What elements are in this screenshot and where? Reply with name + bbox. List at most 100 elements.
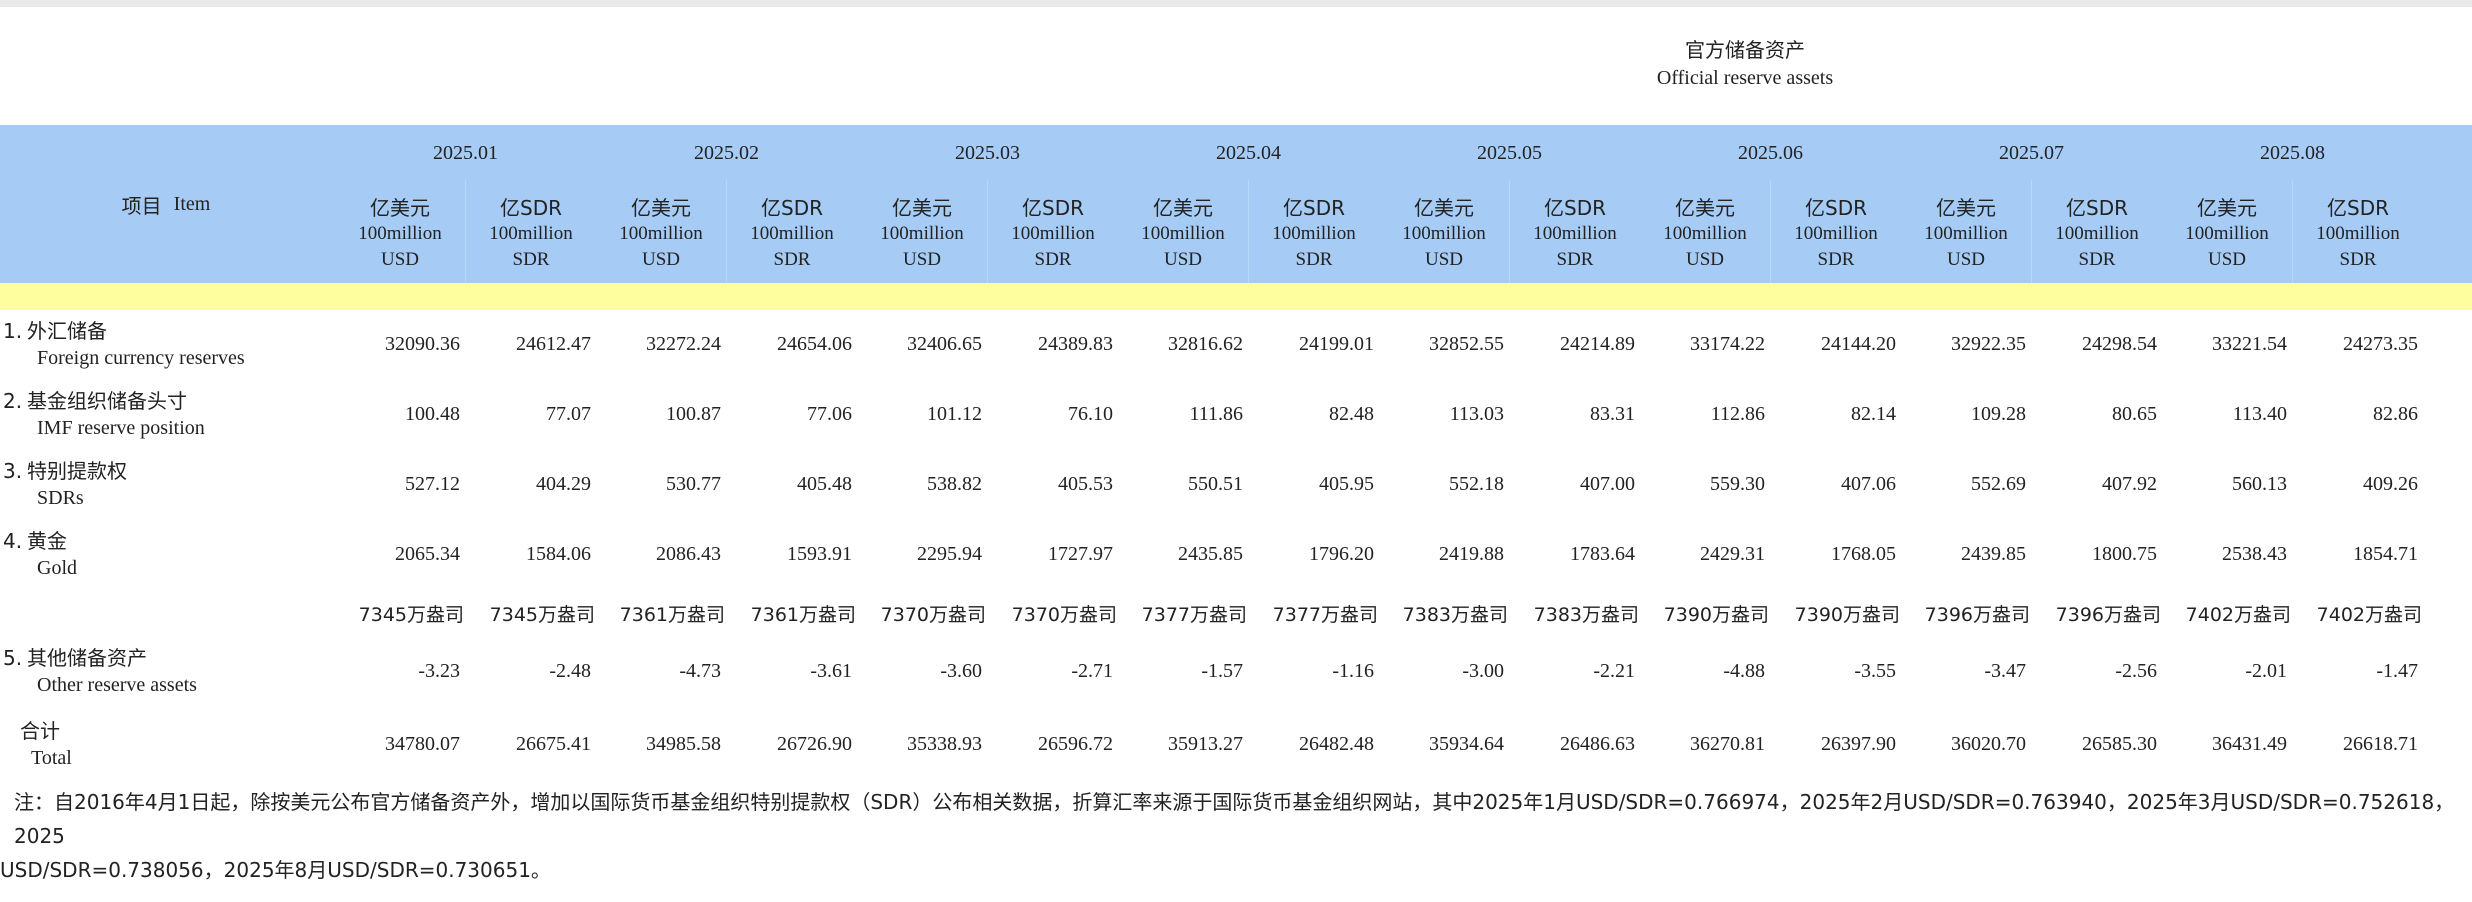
unit-sdr-en1: 100million [750, 223, 834, 244]
table-cell: 7390万盎司 [1794, 604, 1900, 626]
unit-usd-en2: USD [1946, 249, 1985, 270]
row-number: 3. [3, 459, 23, 483]
row-label-zh: 1. 外汇储备 [0, 318, 330, 345]
month-label: 2025.01 [433, 142, 498, 164]
row-label-zh-text: 其他储备资产 [27, 646, 147, 670]
row-number: 1. [3, 319, 23, 343]
unit-separator [1248, 180, 1249, 283]
month-label: 2025.05 [1477, 142, 1542, 164]
unit-header-sdr: 亿SDR 100million SDR [1771, 195, 1901, 273]
month-label: 2025.03 [955, 142, 1020, 164]
footnote-line-2: USD/SDR=0.738056，2025年8月USD/SDR=0.730651… [0, 858, 551, 882]
table-cell: 404.29 [536, 473, 591, 495]
table-cell: 80.65 [2112, 403, 2157, 425]
table-cell: 35913.27 [1168, 733, 1243, 755]
unit-sdr-en2: SDR [1556, 249, 1594, 270]
table-cell: 113.40 [2232, 403, 2287, 425]
table-cell: 7390万盎司 [1663, 604, 1769, 626]
table-cell: 34985.58 [646, 733, 721, 755]
table-cell: -3.00 [1462, 660, 1504, 682]
table-cell: 552.18 [1449, 473, 1504, 495]
unit-usd-en1: 100million [1141, 223, 1225, 244]
table-cell: -2.21 [1593, 660, 1635, 682]
table-cell: 24389.83 [1038, 333, 1113, 355]
table-cell: 26397.90 [1821, 733, 1896, 755]
unit-separator [2031, 180, 2032, 283]
table-cell: 7377万盎司 [1141, 604, 1247, 626]
table-cell: 77.06 [807, 403, 852, 425]
table-cell: -1.57 [1201, 660, 1243, 682]
unit-usd-zh: 亿美元 [631, 196, 691, 220]
unit-usd-en2: USD [380, 249, 419, 270]
table-cell: 7402万盎司 [2185, 604, 2291, 626]
month-label: 2025.07 [1999, 142, 2064, 164]
table-cell: 2538.43 [2222, 543, 2287, 565]
row-label: 合计 Total [0, 718, 330, 772]
unit-header-sdr: 亿SDR 100million SDR [466, 195, 596, 273]
table-cell: 32816.62 [1168, 333, 1243, 355]
month-label: 2025.06 [1738, 142, 1803, 164]
table-cell: 24298.54 [2082, 333, 2157, 355]
table-cell: 32406.65 [907, 333, 982, 355]
month-group-2025.06: 2025.06 亿美元 100million USD 亿SDR 100million SDR [1640, 125, 1901, 283]
unit-header-sdr: 亿SDR 100million SDR [1249, 195, 1379, 273]
table-cell: 36431.49 [2212, 733, 2287, 755]
table-cell: 101.12 [927, 403, 982, 425]
item-header-en: Item [173, 192, 211, 215]
unit-usd-en1: 100million [358, 223, 442, 244]
table-cell: -4.88 [1723, 660, 1765, 682]
table-cell: 1800.75 [2092, 543, 2157, 565]
row-label-zh-text: 特别提款权 [27, 459, 127, 483]
title-en: Official reserve assets [1656, 67, 1834, 89]
unit-usd-en2: USD [1163, 249, 1202, 270]
table-cell: 82.48 [1329, 403, 1374, 425]
table-cell: 7370万盎司 [1011, 604, 1117, 626]
table-cell: -3.23 [418, 660, 460, 682]
row-label-zh-text: 合计 [20, 719, 60, 743]
table-cell: 1768.05 [1831, 543, 1896, 565]
table-cell: 26618.71 [2343, 733, 2418, 755]
table-cell: 7361万盎司 [750, 604, 856, 626]
row-label: 3. 特别提款权 SDRs [0, 458, 330, 512]
table-cell: 405.48 [797, 473, 852, 495]
table-cell: 24199.01 [1299, 333, 1374, 355]
unit-usd-zh: 亿美元 [370, 196, 430, 220]
row-label-en: Foreign currency reserves [37, 347, 245, 369]
unit-usd-zh: 亿美元 [1675, 196, 1735, 220]
table-cell: 1796.20 [1309, 543, 1374, 565]
table-cell: 559.30 [1710, 473, 1765, 495]
month-label: 2025.04 [1216, 142, 1281, 164]
table-cell: -4.73 [679, 660, 721, 682]
table-cell: 7370万盎司 [880, 604, 986, 626]
table-cell: 32090.36 [385, 333, 460, 355]
item-column-header: 项目 Item [0, 125, 332, 283]
table-cell: 7383万盎司 [1533, 604, 1639, 626]
table-cell: 36270.81 [1690, 733, 1765, 755]
month-group-2025.01: 2025.01 亿美元 100million USD 亿SDR 100million SDR [335, 125, 596, 283]
unit-sdr-en2: SDR [2078, 249, 2116, 270]
row-label-en: Other reserve assets [37, 674, 197, 696]
table-cell: 26486.63 [1560, 733, 1635, 755]
table-cell: 7383万盎司 [1402, 604, 1508, 626]
table-cell: 2295.94 [917, 543, 982, 565]
unit-header-usd: 亿美元 100million USD [1901, 195, 2031, 273]
table-cell: 36020.70 [1951, 733, 2026, 755]
unit-sdr-en1: 100million [1011, 223, 1095, 244]
unit-usd-en1: 100million [1924, 223, 2008, 244]
table-cell: 2435.85 [1178, 543, 1243, 565]
table-cell: 26596.72 [1038, 733, 1113, 755]
row-label-zh-text: 黄金 [27, 529, 67, 553]
unit-usd-zh: 亿美元 [1414, 196, 1474, 220]
month-label: 2025.02 [694, 142, 759, 164]
unit-sdr-en1: 100million [489, 223, 573, 244]
unit-sdr-zh: 亿SDR [1022, 196, 1084, 220]
row-label-en: Gold [37, 557, 77, 579]
unit-header-usd: 亿美元 100million USD [1118, 195, 1248, 273]
month-label: 2025.08 [2260, 142, 2325, 164]
unit-separator [1770, 180, 1771, 283]
unit-header-sdr: 亿SDR 100million SDR [988, 195, 1118, 273]
table-cell: -3.47 [1984, 660, 2026, 682]
unit-sdr-en2: SDR [773, 249, 811, 270]
row-label-zh: 2. 基金组织储备头寸 [0, 388, 330, 415]
table-cell: 76.10 [1068, 403, 1113, 425]
